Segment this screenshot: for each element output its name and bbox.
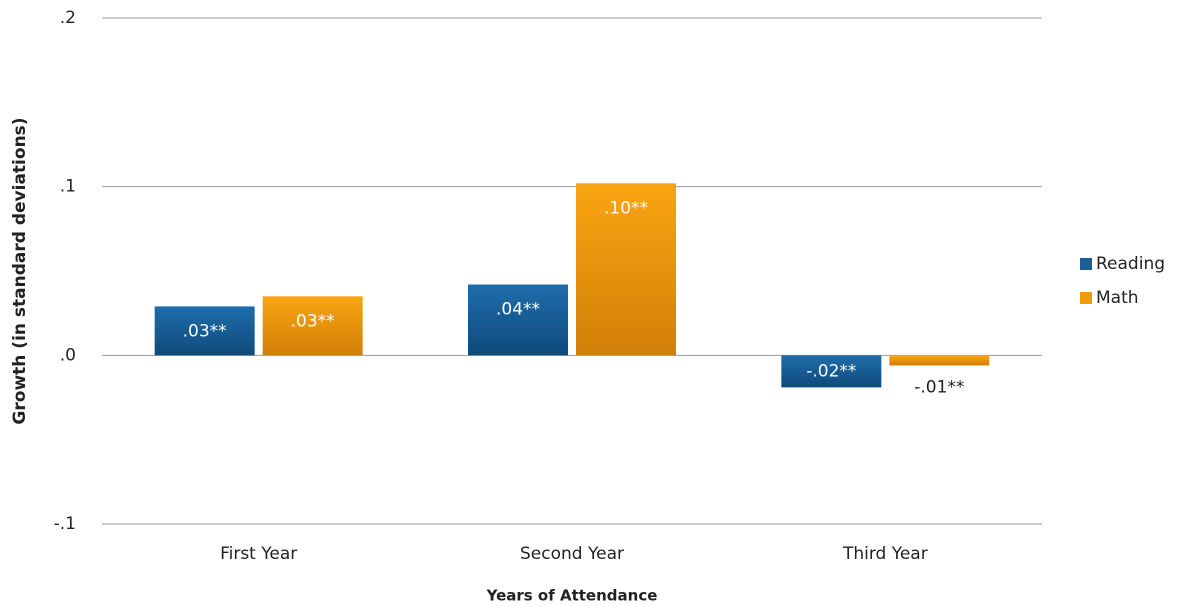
x-axis-title: Years of Attendance — [486, 587, 658, 605]
y-tick-label: .2 — [60, 8, 76, 28]
value-label: .04** — [496, 299, 540, 319]
legend-label: Math — [1096, 288, 1139, 308]
y-axis-title: Growth (in standard deviations) — [10, 117, 30, 424]
bar — [154, 306, 255, 356]
legend-label: Reading — [1096, 254, 1165, 274]
value-label: -.01** — [914, 377, 964, 397]
y-tick-label: -.1 — [54, 514, 76, 534]
value-label: .03** — [183, 321, 227, 341]
value-label: .10** — [604, 198, 648, 218]
bar — [468, 284, 568, 356]
x-tick-label: Third Year — [842, 544, 928, 564]
value-label: .03** — [291, 311, 335, 331]
value-label: -.02** — [806, 361, 856, 381]
bar — [262, 296, 363, 356]
bar — [576, 183, 676, 356]
legend-swatch — [1080, 258, 1092, 270]
legend-swatch — [1080, 292, 1092, 304]
y-tick-label: .1 — [60, 177, 76, 197]
y-tick-label: .0 — [60, 345, 76, 365]
bar — [781, 355, 882, 388]
bar — [889, 355, 990, 366]
x-tick-label: First Year — [220, 544, 297, 564]
x-tick-label: Second Year — [520, 544, 624, 564]
